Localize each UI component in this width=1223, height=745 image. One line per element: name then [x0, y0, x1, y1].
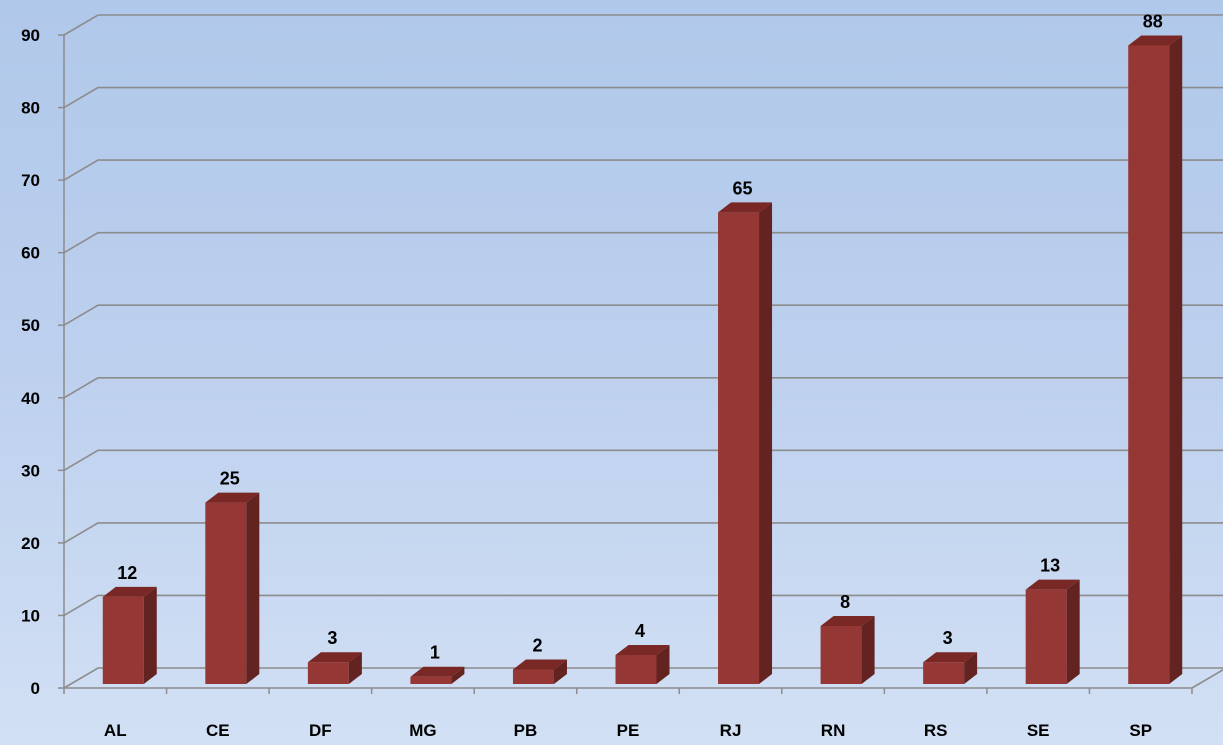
axes	[58, 34, 1223, 694]
bar-side	[246, 492, 260, 684]
bar-side	[1169, 35, 1183, 685]
data-label: 8	[840, 592, 850, 612]
bar-side	[656, 644, 670, 684]
bar-front	[102, 596, 144, 684]
bar-top	[718, 202, 773, 213]
y-tick-label: 50	[21, 316, 40, 335]
data-label: 2	[532, 635, 542, 655]
bar-front	[923, 662, 965, 684]
x-tick-label: MG	[409, 721, 436, 740]
bar-top	[820, 615, 875, 626]
y-tick-label: 80	[21, 99, 40, 118]
bar-front	[820, 625, 862, 684]
bar-front	[615, 654, 657, 684]
x-tick-label: RJ	[720, 721, 742, 740]
bar-top	[512, 659, 567, 670]
x-axis-ticks: AL CE DF MG PB PE RJ RN RS SE SP	[104, 721, 1152, 740]
x-tick-label: PB	[514, 721, 538, 740]
bar-side	[759, 202, 773, 684]
gridline	[63, 594, 1223, 617]
x-tick-label: CE	[206, 721, 230, 740]
bar-side	[143, 586, 157, 684]
y-tick-label: 60	[21, 244, 40, 263]
bar-top	[102, 586, 157, 597]
x-tick-label: AL	[104, 721, 127, 740]
y-tick-label: 40	[21, 389, 40, 408]
gridline	[63, 14, 1223, 36]
gridline	[63, 159, 1223, 181]
bar-front	[1128, 45, 1170, 685]
data-label: 1	[430, 643, 440, 663]
data-label: 4	[635, 621, 645, 641]
x-tick-label: RS	[924, 721, 948, 740]
y-axis-ticks: 0 10 20 30 40 50 60 70 80 90	[21, 26, 40, 698]
gridline	[63, 376, 1223, 399]
y-tick-label: 10	[21, 606, 40, 625]
x-tick-label: SE	[1027, 721, 1050, 740]
data-label: 25	[220, 469, 240, 489]
bars	[102, 35, 1183, 685]
bar-front	[205, 502, 247, 684]
bar-front	[307, 662, 349, 684]
bar-top	[307, 652, 362, 663]
bar-top	[1025, 579, 1080, 590]
y-tick-label: 90	[21, 26, 40, 45]
x-tick-label: DF	[309, 721, 332, 740]
bar-top	[1128, 35, 1183, 46]
bar-side	[964, 652, 978, 684]
data-label: 13	[1040, 556, 1060, 576]
y-tick-label: 30	[21, 461, 40, 480]
data-label: 12	[117, 563, 137, 583]
x-tick-label: SP	[1129, 721, 1152, 740]
gridline	[63, 304, 1223, 326]
bar-top	[615, 644, 670, 655]
bar-front	[718, 212, 760, 684]
y-tick-label: 70	[21, 171, 40, 190]
data-label: 65	[733, 178, 753, 198]
bar-top	[923, 652, 978, 663]
y-tick-label: 20	[21, 534, 40, 553]
gridlines	[63, 14, 1223, 689]
y-tick-label: 0	[31, 679, 40, 698]
bar-side	[451, 666, 465, 684]
bar-front	[1025, 589, 1067, 684]
data-label: 3	[327, 628, 337, 648]
bar-top	[205, 492, 260, 503]
bar-front	[512, 669, 554, 684]
data-label: 3	[943, 628, 953, 648]
gridline	[63, 231, 1223, 254]
floor-edge	[1191, 668, 1223, 689]
bar-side	[553, 659, 567, 684]
gridline	[63, 86, 1223, 109]
x-tick-label: RN	[821, 721, 846, 740]
gridline	[63, 449, 1223, 472]
bar-side	[861, 615, 875, 684]
bar-front	[410, 676, 452, 684]
x-tick-label: PE	[617, 721, 640, 740]
bar-side	[348, 652, 362, 684]
gridline	[63, 522, 1223, 544]
data-label: 88	[1143, 12, 1163, 32]
bar-side	[1066, 579, 1080, 684]
bar-top	[410, 666, 465, 677]
